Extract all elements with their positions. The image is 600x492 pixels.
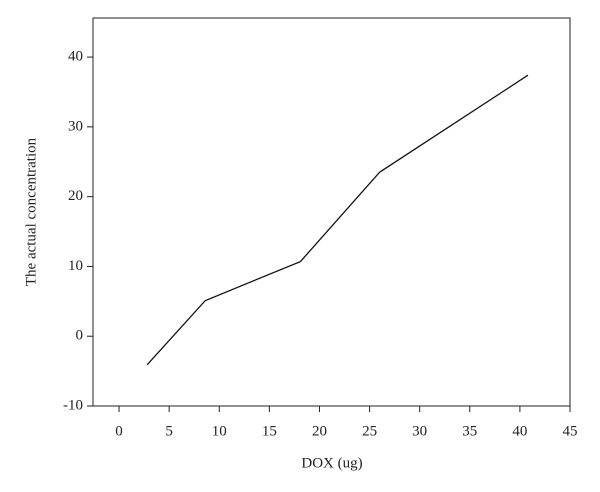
x-axis-label: DOX (ug) — [301, 455, 362, 471]
y-tick-label: 20 — [68, 188, 83, 204]
x-tick-label: 45 — [563, 423, 578, 439]
y-axis-label: The actual concentration — [23, 137, 39, 286]
plot-frame — [92, 17, 571, 407]
y-tick-label: 40 — [68, 49, 83, 65]
x-tick-label: 20 — [312, 423, 327, 439]
x-tick-label: 40 — [512, 423, 527, 439]
y-tick-label: 10 — [68, 258, 83, 274]
x-tick-label: 30 — [412, 423, 427, 439]
y-tick-label: -10 — [63, 397, 83, 413]
x-tick-label: 25 — [362, 423, 377, 439]
x-tick-label: 0 — [115, 423, 123, 439]
x-tick-label: 5 — [165, 423, 173, 439]
x-tick-label: 15 — [262, 423, 277, 439]
x-tick-label: 10 — [212, 423, 227, 439]
x-tick-label: 35 — [462, 423, 477, 439]
data-line — [146, 74, 529, 366]
y-tick-label: 0 — [76, 328, 84, 344]
y-tick-label: 30 — [68, 118, 83, 134]
